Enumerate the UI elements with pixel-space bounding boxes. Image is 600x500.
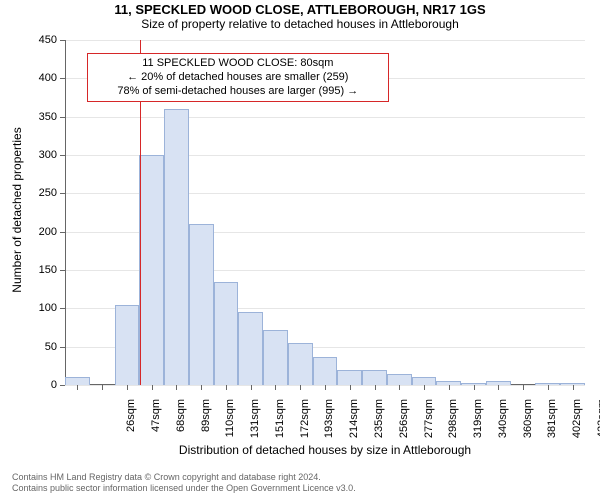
x-tick-mark (548, 385, 549, 390)
x-tick-mark (176, 385, 177, 390)
callout-line: ← 20% of detached houses are smaller (25… (94, 71, 382, 85)
x-tick-mark (201, 385, 202, 390)
footer-line-1: Contains HM Land Registry data © Crown c… (12, 472, 356, 483)
chart-title-main: 11, SPECKLED WOOD CLOSE, ATTLEBOROUGH, N… (0, 0, 600, 17)
x-tick-mark (350, 385, 351, 390)
plot-area: 05010015020025030035040045026sqm47sqm68s… (65, 40, 585, 385)
y-tick-label: 100 (27, 302, 57, 314)
histogram-bar (214, 282, 239, 386)
histogram-bar (139, 155, 164, 385)
callout-box: 11 SPECKLED WOOD CLOSE: 80sqm← 20% of de… (87, 53, 389, 102)
x-tick-mark (300, 385, 301, 390)
x-tick-mark (449, 385, 450, 390)
chart-container: 11, SPECKLED WOOD CLOSE, ATTLEBOROUGH, N… (0, 0, 600, 500)
gridline (65, 40, 585, 41)
y-tick-mark (60, 385, 65, 386)
footer-line-2: Contains public sector information licen… (12, 483, 356, 494)
histogram-bar (65, 377, 90, 385)
y-tick-label: 200 (27, 226, 57, 238)
histogram-bar (313, 357, 338, 385)
histogram-bar (337, 370, 362, 385)
x-tick-mark (251, 385, 252, 390)
y-tick-label: 250 (27, 187, 57, 199)
x-tick-label: 423sqm (596, 399, 600, 459)
x-tick-mark (102, 385, 103, 390)
histogram-bar (362, 370, 387, 385)
x-tick-mark (474, 385, 475, 390)
x-tick-mark (375, 385, 376, 390)
y-tick-label: 400 (27, 72, 57, 84)
chart-title-sub: Size of property relative to detached ho… (0, 17, 600, 31)
x-tick-mark (523, 385, 524, 390)
y-tick-label: 450 (27, 34, 57, 46)
x-tick-mark (399, 385, 400, 390)
histogram-bar (288, 343, 313, 385)
x-axis-label: Distribution of detached houses by size … (65, 443, 585, 457)
histogram-bar (189, 224, 214, 385)
x-tick-mark (325, 385, 326, 390)
gridline (65, 117, 585, 118)
x-tick-mark (498, 385, 499, 390)
histogram-bar (115, 305, 140, 386)
y-axis-line (65, 40, 66, 385)
histogram-bar (238, 312, 263, 385)
attribution-footer: Contains HM Land Registry data © Crown c… (12, 472, 356, 494)
x-tick-mark (573, 385, 574, 390)
callout-line: 78% of semi-detached houses are larger (… (94, 85, 382, 99)
y-axis-label: Number of detached properties (10, 110, 24, 310)
x-tick-mark (424, 385, 425, 390)
x-tick-mark (77, 385, 78, 390)
histogram-bar (164, 109, 189, 385)
histogram-bar (263, 330, 288, 385)
x-tick-mark (127, 385, 128, 390)
histogram-bar (387, 374, 412, 386)
x-tick-mark (226, 385, 227, 390)
x-tick-mark (152, 385, 153, 390)
y-tick-label: 150 (27, 264, 57, 276)
y-tick-label: 0 (27, 379, 57, 391)
y-tick-label: 50 (27, 341, 57, 353)
y-tick-label: 350 (27, 111, 57, 123)
histogram-bar (412, 377, 437, 385)
y-tick-label: 300 (27, 149, 57, 161)
callout-line: 11 SPECKLED WOOD CLOSE: 80sqm (94, 57, 382, 71)
x-tick-mark (275, 385, 276, 390)
